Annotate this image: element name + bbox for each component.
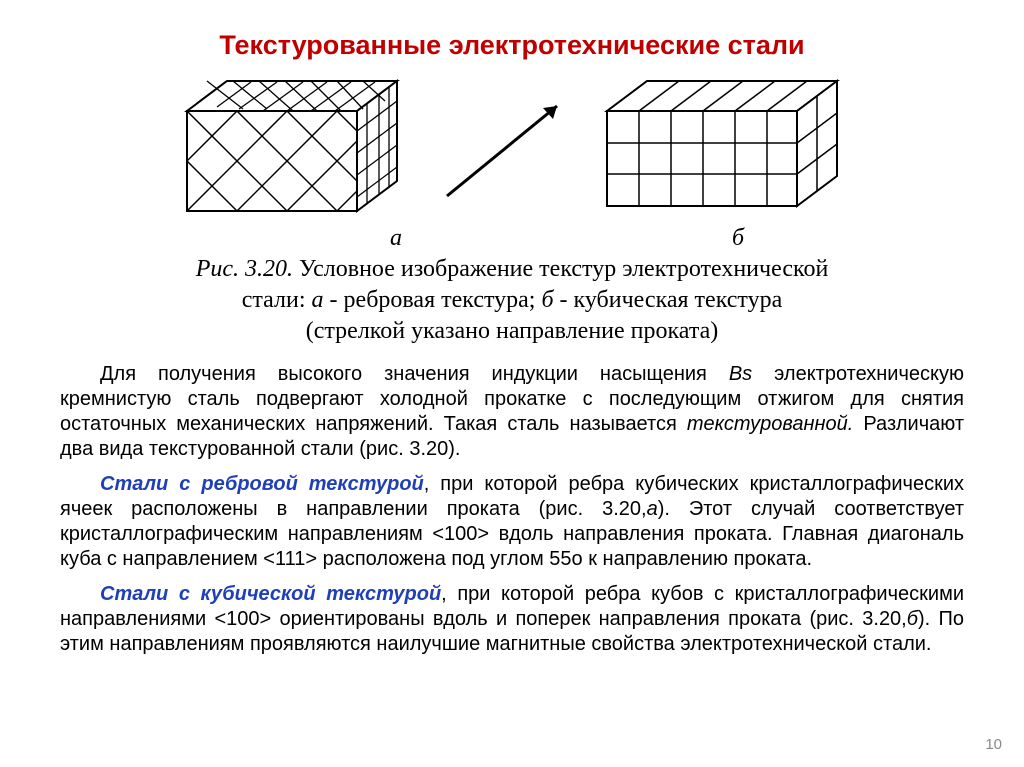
p1-a: Для получения высокого значения индукции…: [100, 363, 729, 385]
figure-a: [167, 71, 417, 221]
caption-l3: (стрелкой указано направление проката): [306, 318, 719, 344]
p2-head: Стали с ребровой текстурой: [100, 473, 424, 495]
page-title: Текстурованные электротехнические стали: [60, 30, 964, 61]
caption-letB: б: [541, 287, 553, 313]
paragraph-3: Стали с кубической текстурой, при которо…: [60, 582, 964, 657]
figure-labels: а б: [60, 225, 964, 252]
label-a: а: [390, 225, 402, 252]
caption-rest1: Условное изображение текстур электротехн…: [293, 256, 828, 282]
caption-l2c: - кубическая текстура: [554, 287, 783, 313]
p3-letB: б: [907, 608, 918, 630]
caption-fignum: Рис. 3.20.: [196, 256, 293, 282]
label-b: б: [732, 225, 744, 252]
p3-head: Стали с кубической текстурой: [100, 583, 441, 605]
slide-number: 10: [985, 736, 1002, 753]
paragraph-2: Стали с ребровой текстурой, при которой …: [60, 472, 964, 572]
caption-l2b: - ребровая текстура;: [324, 287, 542, 313]
p1-bs: Bs: [729, 363, 752, 385]
p2-letA: а: [647, 498, 658, 520]
paragraph-1: Для получения высокого значения индукции…: [60, 362, 964, 462]
figure-b: [597, 76, 857, 216]
arrow-icon: [437, 86, 577, 206]
figure-row: [60, 71, 964, 221]
caption-letA: а: [312, 287, 324, 313]
figure-caption: Рис. 3.20. Условное изображение текстур …: [60, 254, 964, 348]
p1-c: текстурованной.: [687, 413, 853, 435]
caption-l2a: стали:: [242, 287, 312, 313]
